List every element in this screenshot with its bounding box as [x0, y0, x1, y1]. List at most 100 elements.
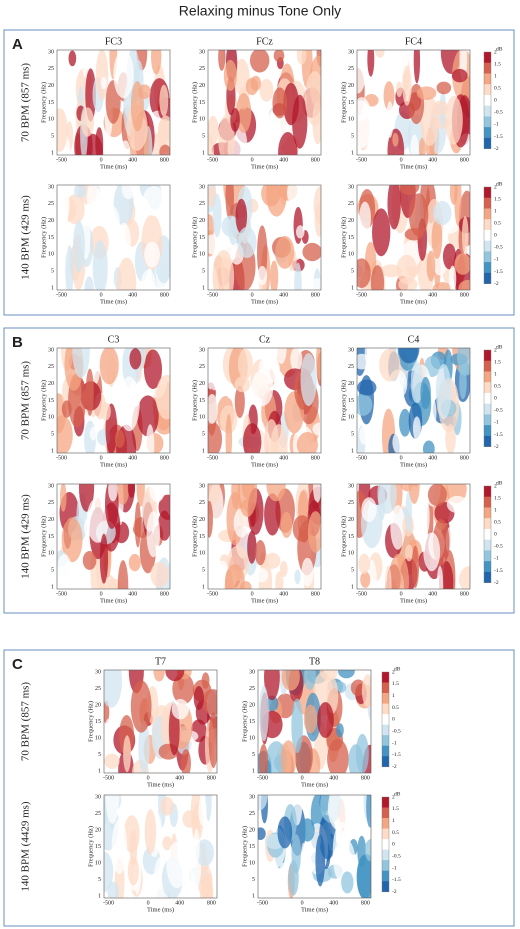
colorbar-tick: 2 — [392, 669, 395, 675]
y-tick-label: 25 — [48, 66, 54, 72]
colorbar-tick: -2 — [494, 580, 499, 586]
panel-letter: C — [12, 656, 23, 673]
x-axis-label: Time (ms) — [400, 163, 427, 170]
blob — [294, 262, 302, 290]
x-tick-label: -500 — [56, 157, 67, 163]
y-tick-label: 25 — [348, 66, 354, 72]
x-axis-label: Time (ms) — [301, 781, 328, 788]
blob — [92, 348, 101, 384]
y-tick-label: 5 — [351, 432, 354, 438]
y-tick-label: 5 — [351, 134, 354, 140]
x-tick-label: 0 — [251, 157, 254, 163]
colorbar-unit: dB — [394, 791, 401, 797]
blob — [111, 819, 128, 874]
plot-frame — [257, 794, 372, 899]
plot-frame — [207, 483, 322, 590]
blob — [436, 565, 444, 589]
colorbar-swatch — [382, 714, 389, 725]
blob — [432, 100, 449, 116]
y-tick-label: 30 — [95, 669, 101, 675]
x-tick-label: -500 — [103, 775, 114, 781]
colorbar-tick: -1.5 — [494, 568, 503, 574]
blob — [114, 429, 125, 448]
blob — [65, 245, 74, 290]
blob — [432, 282, 453, 290]
blob — [242, 423, 262, 453]
blob — [300, 842, 307, 888]
blob — [308, 278, 321, 290]
blob — [82, 551, 97, 570]
y-tick-label: 5 — [51, 432, 54, 438]
y-tick-label: 20 — [48, 517, 54, 523]
colorbar-tick: 1.5 — [392, 806, 399, 812]
blob — [458, 279, 470, 290]
x-axis-label: Time (ms) — [100, 163, 127, 170]
y-axis-label: Frequency (Hz) — [340, 217, 347, 258]
x-tick-label: 400 — [175, 900, 184, 906]
heatmap — [208, 185, 321, 290]
heatmap — [208, 348, 321, 453]
colorbar-swatch — [484, 539, 491, 551]
y-tick-label: 10 — [48, 252, 54, 258]
y-tick-label: 1 — [202, 285, 205, 291]
x-tick-label: 0 — [400, 591, 403, 597]
blob — [150, 561, 169, 588]
blob — [208, 422, 223, 453]
x-tick-label: 0 — [100, 455, 103, 461]
blob — [432, 200, 452, 226]
colorbar-swatch — [484, 208, 491, 220]
colorbar-swatch — [484, 116, 491, 128]
colorbar-swatch — [484, 414, 491, 426]
y-tick-label: 30 — [48, 184, 54, 190]
heatmap — [258, 795, 371, 898]
blob — [426, 250, 436, 282]
blob — [413, 50, 421, 84]
blob — [357, 52, 366, 94]
y-tick-label: 1 — [351, 448, 354, 454]
blob — [317, 701, 334, 738]
blob — [418, 137, 426, 155]
colorbar-swatch — [484, 137, 491, 149]
blob — [379, 348, 401, 382]
blob — [146, 511, 161, 558]
plot-title: T7 — [155, 656, 166, 667]
colorbar-swatch — [484, 435, 491, 447]
blob — [208, 500, 213, 538]
plot-frame — [56, 347, 171, 454]
blob — [436, 81, 452, 95]
colorbar-tick: -0.5 — [392, 853, 401, 859]
blob — [205, 872, 214, 898]
colorbar-tick: -2 — [392, 889, 397, 895]
y-tick-label: 10 — [95, 735, 101, 741]
blob — [89, 426, 98, 441]
blob — [264, 493, 281, 536]
colorbar-swatch — [382, 724, 389, 736]
colorbar-tick: -0.5 — [494, 245, 503, 251]
colorbar-tick: 0.5 — [494, 519, 501, 525]
plot-frame — [207, 347, 322, 454]
x-tick-label: 0 — [400, 292, 403, 298]
colorbar-swatch — [382, 881, 389, 893]
colorbar-tick: 0 — [494, 532, 497, 538]
y-tick-label: 10 — [249, 860, 255, 866]
blob — [259, 78, 274, 102]
x-axis-label: Time (ms) — [147, 781, 174, 788]
blob — [399, 185, 420, 196]
y-tick-label: 1 — [51, 285, 54, 291]
colorbar-tick: -1.5 — [392, 877, 401, 883]
x-tick-label: 800 — [460, 157, 469, 163]
x-tick-label: -500 — [356, 157, 367, 163]
blob — [341, 871, 354, 894]
blob — [384, 565, 392, 589]
blob — [416, 86, 437, 100]
blob — [412, 416, 421, 441]
colorbar-swatch — [484, 425, 491, 437]
blob — [144, 809, 157, 855]
blob — [405, 544, 413, 562]
blob — [251, 369, 274, 407]
blob — [129, 380, 138, 403]
y-tick-label: 30 — [48, 49, 54, 55]
y-tick-label: 5 — [51, 134, 54, 140]
y-tick-label: 20 — [199, 83, 205, 89]
